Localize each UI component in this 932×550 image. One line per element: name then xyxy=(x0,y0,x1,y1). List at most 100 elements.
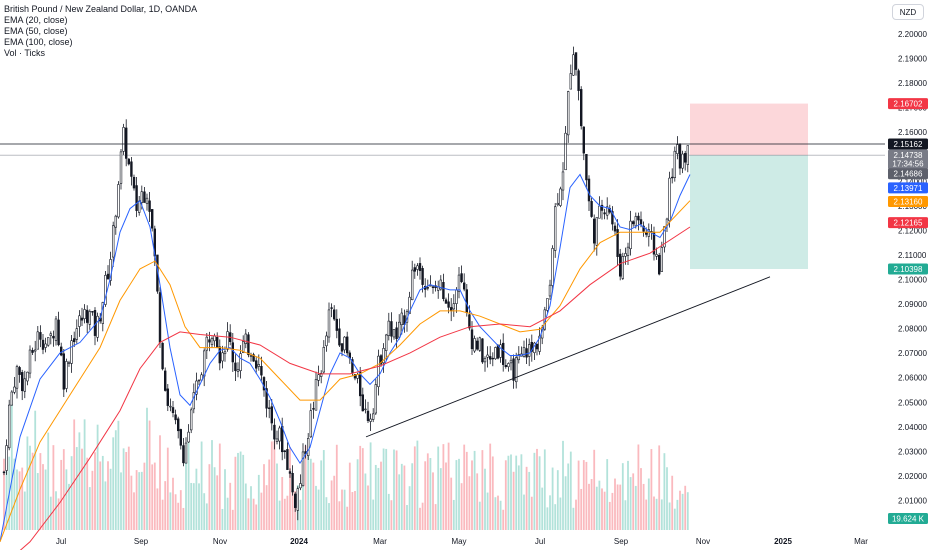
candle-body xyxy=(169,405,172,408)
volume-bar xyxy=(268,459,271,530)
candle-body xyxy=(491,357,494,360)
volume-bar xyxy=(541,487,544,530)
candle-body xyxy=(644,232,648,235)
price-tick-label: 2.06000 xyxy=(898,374,927,383)
candle-body xyxy=(569,73,573,90)
volume-bar xyxy=(502,509,505,530)
symbol-title[interactable]: British Pound / New Zealand Dollar, 1D, … xyxy=(4,4,198,14)
candle-body xyxy=(449,307,453,312)
volume-bar xyxy=(320,460,323,530)
currency-button[interactable]: NZD xyxy=(892,4,924,20)
volume-bar xyxy=(70,456,73,530)
volume-bar xyxy=(377,467,380,530)
volume-bar xyxy=(114,430,117,530)
candle-body xyxy=(343,336,346,351)
volume-bar xyxy=(312,462,315,530)
volume-bar xyxy=(104,481,107,530)
volume-bar xyxy=(39,453,42,530)
volume-bar xyxy=(122,448,125,530)
candle-body xyxy=(88,311,92,325)
indicator-volume[interactable]: Vol · Ticks xyxy=(4,48,46,58)
candle-body xyxy=(613,225,617,232)
volume-bar xyxy=(408,486,411,530)
candle-body xyxy=(44,343,47,348)
volume-bar xyxy=(437,446,440,530)
candle-body xyxy=(151,209,154,229)
candle-body xyxy=(67,362,71,364)
volume-bar xyxy=(504,460,507,530)
candle-body xyxy=(75,328,79,340)
price-tick-label: 2.04000 xyxy=(898,423,927,432)
candle-body xyxy=(171,407,175,414)
volume-bar xyxy=(455,460,458,530)
indicator-ema-100[interactable]: EMA (100, close) xyxy=(4,37,73,47)
volume-bar xyxy=(486,492,489,530)
candle-body xyxy=(177,418,180,432)
volume-bar xyxy=(512,471,515,530)
candle-body xyxy=(301,451,305,487)
candle-body xyxy=(28,349,32,374)
candle-body xyxy=(10,391,13,406)
volume-bar xyxy=(413,446,416,530)
candle-body xyxy=(270,406,273,424)
candle-body xyxy=(392,329,396,338)
indicator-ema-20[interactable]: EMA (20, close) xyxy=(4,15,68,25)
candle-body xyxy=(488,356,492,360)
candle-body xyxy=(273,424,276,440)
volume-bar xyxy=(421,502,424,530)
candle-body xyxy=(291,472,294,493)
volume-bar xyxy=(395,450,398,530)
candle-body xyxy=(686,145,690,165)
candle-body xyxy=(312,408,315,410)
candles-layer xyxy=(2,46,690,521)
volume-bar xyxy=(601,488,603,530)
indicator-ema-50[interactable]: EMA (50, close) xyxy=(4,26,68,36)
volume-bar xyxy=(481,450,484,530)
volume-bar xyxy=(359,445,362,530)
volume-bar xyxy=(286,495,289,530)
volume-bar xyxy=(328,503,330,530)
candle-body xyxy=(668,177,671,222)
candle-body xyxy=(410,269,414,301)
candle-body xyxy=(187,431,190,443)
candle-body xyxy=(457,274,461,292)
candle-body xyxy=(314,379,318,411)
candle-body xyxy=(470,329,474,350)
volume-bar xyxy=(442,444,445,530)
volume-bar xyxy=(161,499,164,530)
volume-bar xyxy=(679,490,681,530)
volume-bar xyxy=(237,452,239,530)
volume-bar xyxy=(107,461,109,530)
volume-bar xyxy=(153,462,156,530)
volume-bar xyxy=(619,484,622,530)
candle-body xyxy=(579,89,583,127)
volume-bar xyxy=(130,475,133,530)
volume-bar xyxy=(60,459,63,530)
candle-body xyxy=(236,369,240,372)
candle-body xyxy=(590,201,593,217)
volume-bar xyxy=(273,441,276,530)
candle-body xyxy=(335,318,338,331)
volume-bar xyxy=(29,445,31,530)
candle-body xyxy=(288,471,292,474)
candle-body xyxy=(164,370,167,391)
candle-body xyxy=(226,331,229,350)
volume-bar xyxy=(385,448,388,530)
candle-body xyxy=(676,144,679,154)
volume-bar xyxy=(569,451,572,530)
price-tag xyxy=(888,168,928,180)
volume-layer xyxy=(3,405,689,530)
price-tick-label: 2.07000 xyxy=(898,349,927,358)
candle-body xyxy=(322,347,325,373)
candle-body xyxy=(125,127,128,159)
volume-bar xyxy=(515,455,518,530)
candle-body xyxy=(572,54,575,76)
price-tag-label: 2.10398 xyxy=(894,265,923,274)
candle-body xyxy=(429,285,432,287)
volume-bar xyxy=(57,498,60,530)
volume-bar xyxy=(575,499,577,530)
candle-body xyxy=(179,429,182,446)
candle-body xyxy=(210,337,214,345)
candle-body xyxy=(114,215,118,228)
